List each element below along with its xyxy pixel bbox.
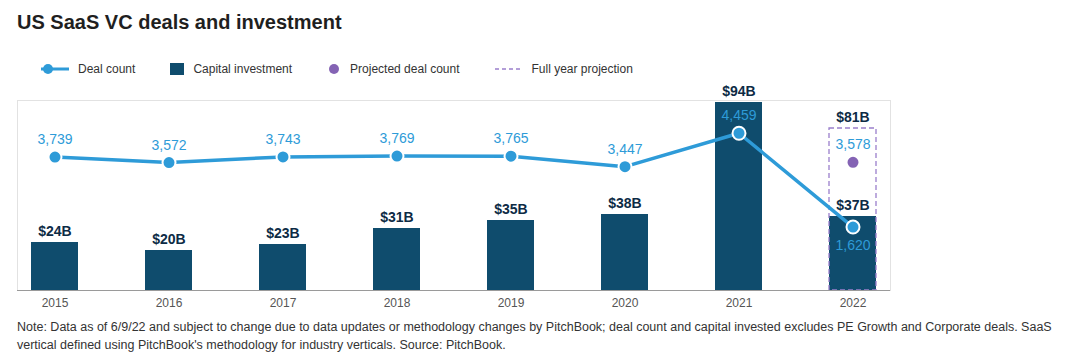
html-text:Capital investment: Capital investment: [193, 62, 293, 76]
html-text:Note: Data as of 6/9/22 and su: Note: Data as of 6/9/22 and subject to c…: [17, 320, 1052, 352]
svg-text:4,459: 4,459: [721, 107, 756, 123]
html-text:US SaaS VC deals and investmen: US SaaS VC deals and investment: [17, 11, 342, 33]
svg-text:2018: 2018: [384, 296, 411, 310]
svg-text:$24B: $24B: [38, 223, 71, 239]
html-text:Projected deal count: Projected deal count: [350, 62, 460, 76]
svg-text:3,769: 3,769: [379, 130, 414, 146]
svg-text:2022: 2022: [840, 296, 867, 310]
svg-text:2021: 2021: [726, 296, 753, 310]
svg-text:$81B: $81B: [836, 109, 869, 125]
svg-text:3,447: 3,447: [607, 141, 642, 157]
svg-text:3,739: 3,739: [37, 131, 72, 147]
svg-text:$94B: $94B: [722, 83, 755, 99]
svg-text:3,572: 3,572: [151, 137, 186, 153]
svg-text:3,743: 3,743: [265, 131, 300, 147]
svg-text:2015: 2015: [42, 296, 69, 310]
svg-text:3,765: 3,765: [493, 130, 528, 146]
svg-text:$31B: $31B: [380, 209, 413, 225]
svg-text:2017: 2017: [270, 296, 297, 310]
svg-text:$35B: $35B: [494, 201, 527, 217]
svg-text:$20B: $20B: [152, 231, 185, 247]
svg-text:2020: 2020: [612, 296, 639, 310]
svg-text:$37B: $37B: [836, 197, 869, 213]
svg-text:2016: 2016: [156, 296, 183, 310]
html-text:Full year projection: Full year projection: [531, 62, 633, 76]
svg-text:$23B: $23B: [266, 225, 299, 241]
svg-text:3,578: 3,578: [835, 136, 870, 152]
html-text:Deal count: Deal count: [78, 62, 136, 76]
svg-text:1,620: 1,620: [835, 237, 870, 253]
svg-text:$38B: $38B: [608, 195, 641, 211]
svg-text:2019: 2019: [498, 296, 525, 310]
